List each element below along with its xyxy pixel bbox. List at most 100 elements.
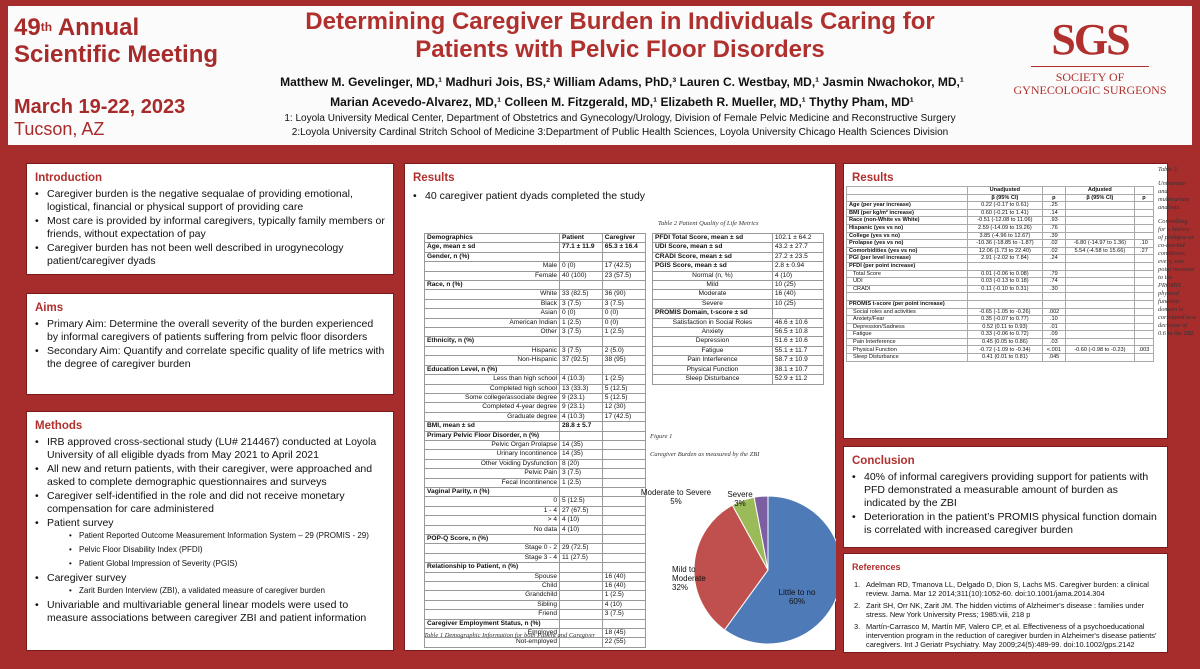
table-row: PROMIS Domain, t-score ± sd (652, 308, 825, 319)
table-cell: 0.60 (-0.21 to 1.41) (966, 208, 1043, 218)
table-row: Stage 0 - 2 29 (72.5) (424, 543, 647, 554)
table-cell: 40 (100) (559, 270, 603, 282)
table-cell: Other Voiding Dysfunction (424, 458, 560, 470)
table-cell (846, 193, 968, 203)
introduction-heading: Introduction (35, 172, 103, 184)
table-cell: PFDI Total Score, mean ± sd (652, 232, 773, 244)
table-cell: 1 (2.5) (601, 374, 647, 385)
table-cell: Ethnicity, n (%) (424, 336, 560, 347)
table-cell (1133, 216, 1155, 225)
demographics-table: Demographics Patient Caregiver Age, mean ± … (424, 232, 647, 648)
table-cell: Fecal Incontinence (424, 477, 560, 488)
table-cell: 0 (0) (559, 261, 603, 272)
table-cell: Physical Function (652, 364, 773, 376)
table-row: PGI (per level increase) 2.91 (-2.02 to 7… (846, 254, 1155, 263)
table-cell: 4 (10) (601, 599, 647, 611)
table-cell (601, 524, 647, 536)
methods-item: IRB approved cross-sectional study (LU# … (35, 436, 387, 462)
table-cell: 4 (10.3) (559, 411, 603, 423)
table-row: Caregiver Employment Status, n (%) (424, 618, 647, 630)
table-row: Depression 51.6 ± 10.6 (652, 336, 825, 347)
table-cell: Hispanic (yes vs no) (846, 223, 968, 233)
methods-item: Univariable and multivariable general li… (35, 599, 387, 625)
table-cell: -6.80 (-14.97 to 1.36) (1064, 239, 1135, 248)
table-cell: Education Level, n (%) (424, 364, 560, 376)
table3-note-line: Univariate and multivariate analysis. (1158, 180, 1190, 211)
methods-item: Caregiver self-identified in the role an… (35, 490, 387, 516)
meeting-name: 49th Annual Scientific Meeting (14, 14, 219, 68)
table-cell: UDI (846, 277, 968, 286)
table-cell: Depression/Sadness (846, 322, 968, 332)
table-cell (1133, 284, 1155, 294)
reference-item: 3. Martín-Carrasco M, Martín MF, Valero C… (854, 622, 1157, 649)
table-cell: 5 (12.5) (601, 383, 647, 394)
conclusion-list: 40% of informal caregivers providing sup… (844, 471, 1167, 537)
table-row: Ethnicity, n (%) (424, 336, 647, 347)
table-cell: 38.1 ± 10.7 (771, 364, 825, 376)
table-cell: 3 (7.5) (559, 327, 603, 338)
table-cell (559, 618, 603, 630)
table-cell (1133, 315, 1155, 324)
table-cell: Completed 4-year degree (424, 402, 560, 413)
table-row: Demographics Patient Caregiver (424, 232, 647, 244)
table-cell (601, 364, 647, 376)
table-cell (601, 505, 647, 517)
table-row: Anxiety 56.5 ± 10.8 (652, 327, 825, 338)
table-cell: .93 (1041, 216, 1066, 225)
affiliation-2: 2:Loyola University Cardinal Stritch Sch… (291, 127, 949, 138)
table-cell: CRADI (846, 284, 968, 294)
aims-item: Secondary Aim: Quantify and correlate sp… (35, 345, 387, 371)
table-cell: American Indian (424, 317, 560, 329)
table-cell: 8 (20) (559, 458, 603, 470)
table-cell: 65.3 ± 16.4 (601, 242, 647, 253)
table-row: Prolapse (yes vs no) -10.36 (-18.85 to -1… (846, 239, 1155, 248)
table-cell (601, 543, 647, 554)
table-row: CRADI Score, mean ± sd 27.2 ± 23.5 (652, 251, 825, 263)
table2-caption: Table 2 Patient Quality of Life Metrics (658, 220, 759, 227)
table-cell: Age (per year increase) (846, 201, 968, 210)
methods-heading: Methods (35, 420, 83, 432)
introduction-panel: Introduction Caregiver burden is the neg… (26, 163, 394, 275)
table-row: PGIS Score, mean ± sd 2.8 ± 0.94 (652, 261, 825, 272)
table-cell: 0 (0) (601, 317, 647, 329)
table-cell: Comorbidities (yes vs no) (846, 246, 968, 256)
table-cell (559, 486, 603, 498)
table-cell: 0.41 (0.01 to 0.81) (966, 353, 1043, 362)
table-row: Hispanic (yes vs no) 2.59 (-14.09 to 19.2… (846, 223, 1155, 233)
table-cell: .14 (1041, 208, 1066, 218)
pie-slice-little-to-no (723, 495, 836, 645)
table-cell: Severe (652, 298, 773, 310)
table-row: College (yes vs no) 3.85 (-4.96 to 12.67)… (846, 231, 1155, 241)
table-cell: Age, mean ± sd (424, 242, 560, 253)
table-cell: Grandchild (424, 590, 560, 601)
table-cell (559, 364, 603, 376)
references-list: 1. Adelman RD, Tmanova LL, Delgado D, Dio… (844, 580, 1167, 649)
table-cell: -0.60 (-0.98 to -0.23) (1064, 345, 1135, 355)
table-cell: 1 (2.5) (601, 327, 647, 338)
table-cell (1133, 261, 1155, 271)
table-cell: .09 (1041, 330, 1066, 339)
table-cell: Sleep Disturbance (652, 374, 773, 385)
table-cell: .76 (1041, 223, 1066, 233)
table-cell: p (1041, 193, 1066, 203)
table-cell: Some college/associate degree (424, 392, 560, 404)
reference-item: 2. Zarit SH, Orr NK, Zarit JM. The hidden… (854, 601, 1145, 619)
table-cell: 2.91 (-2.02 to 7.84) (966, 254, 1043, 263)
table-cell (559, 336, 603, 347)
table-cell: Anxiety (652, 327, 773, 338)
table-cell: Demographics (424, 232, 560, 244)
table-cell (966, 261, 1043, 271)
table-cell: 102.1 ± 64.2 (771, 232, 825, 244)
table-cell: 3 (7.5) (601, 298, 647, 310)
methods-item: Caregiver survey Zarit Burden Interview … (35, 572, 387, 596)
table-cell: 3 (7.5) (601, 609, 647, 620)
table-row: POP-Q Score, n (%) (424, 533, 647, 545)
table-cell (1064, 269, 1135, 279)
table-cell (966, 299, 1043, 309)
table-cell: 51.6 ± 10.6 (771, 336, 825, 347)
table-cell: .74 (1041, 277, 1066, 286)
table-cell: Hispanic (424, 345, 560, 357)
table-cell (1133, 292, 1155, 301)
table-cell: -10.36 (-18.85 to -1.87) (966, 239, 1043, 248)
